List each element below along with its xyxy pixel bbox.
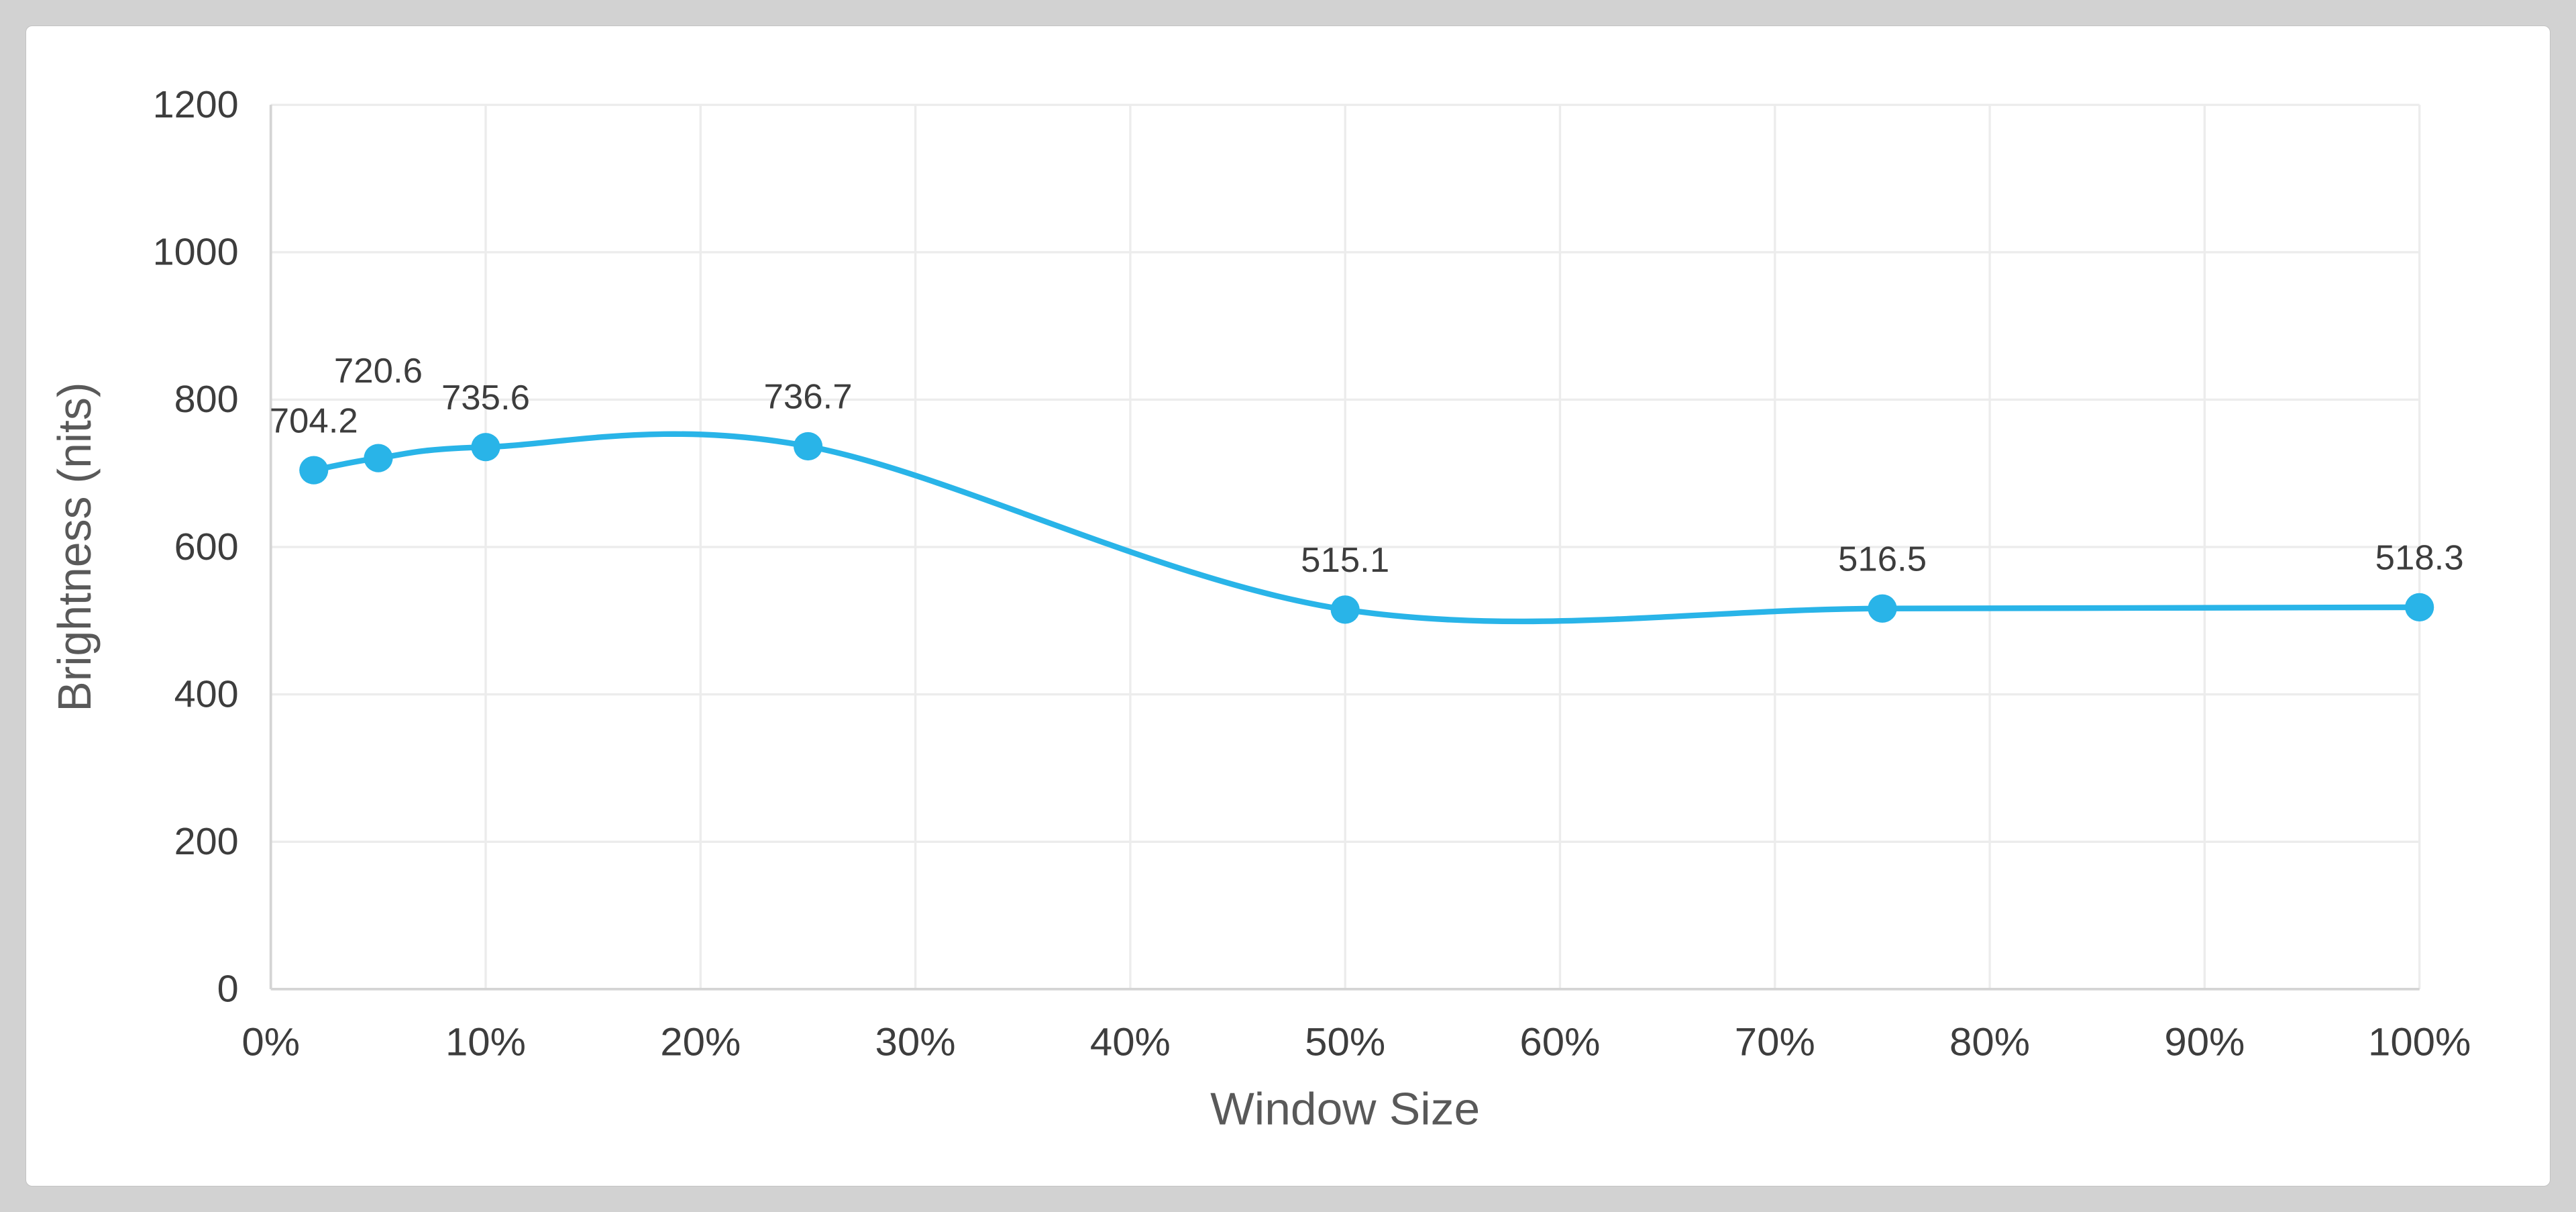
data-point-marker [2405, 593, 2434, 621]
x-tick-label: 100% [2368, 1019, 2471, 1064]
x-tick-label: 70% [1735, 1019, 1815, 1064]
y-tick-label: 800 [174, 378, 239, 421]
data-point-label: 516.5 [1838, 540, 1927, 578]
series-line [311, 431, 2422, 625]
y-tick-label: 1200 [153, 84, 239, 126]
data-point-label: 515.1 [1301, 542, 1389, 580]
x-tick-label: 80% [1949, 1019, 2030, 1064]
data-point-marker [1330, 595, 1360, 624]
x-tick-label: 60% [1519, 1019, 1600, 1064]
y-tick-label: 200 [174, 821, 239, 863]
x-tick-label: 10% [445, 1019, 526, 1064]
data-point-marker [471, 433, 500, 462]
data-point-marker [793, 432, 823, 461]
data-point-label: 720.6 [334, 352, 423, 391]
y-tick-label: 400 [174, 673, 239, 715]
y-tick-label: 1000 [153, 231, 239, 273]
data-point-label: 736.7 [764, 378, 853, 416]
chart-card: 0 200 400 600 800 1000 1200 0% 10% 20% 30% 40% 50% 60… [25, 26, 2551, 1186]
data-point-marker [299, 456, 329, 485]
y-axis-title: Brightness (nits) [48, 382, 101, 711]
y-tick-label: 600 [174, 525, 239, 568]
x-tick-label: 90% [2164, 1019, 2245, 1064]
x-tick-label: 0% [241, 1019, 300, 1064]
brightness-line-chart: 0 200 400 600 800 1000 1200 0% 10% 20% 30% 40% 50% 60… [48, 84, 2471, 1135]
data-point-label: 735.6 [441, 378, 530, 417]
x-tick-label: 40% [1090, 1019, 1171, 1064]
data-point-label: 704.2 [270, 402, 358, 440]
x-tick-label: 30% [875, 1019, 956, 1064]
x-axis-title: Window Size [1210, 1083, 1480, 1134]
data-point-marker [1868, 594, 1897, 623]
y-tick-label: 0 [217, 968, 239, 1010]
data-point-marker [364, 444, 393, 472]
x-tick-label: 50% [1305, 1019, 1385, 1064]
x-tick-label: 20% [660, 1019, 741, 1064]
data-point-label: 518.3 [2375, 539, 2464, 577]
